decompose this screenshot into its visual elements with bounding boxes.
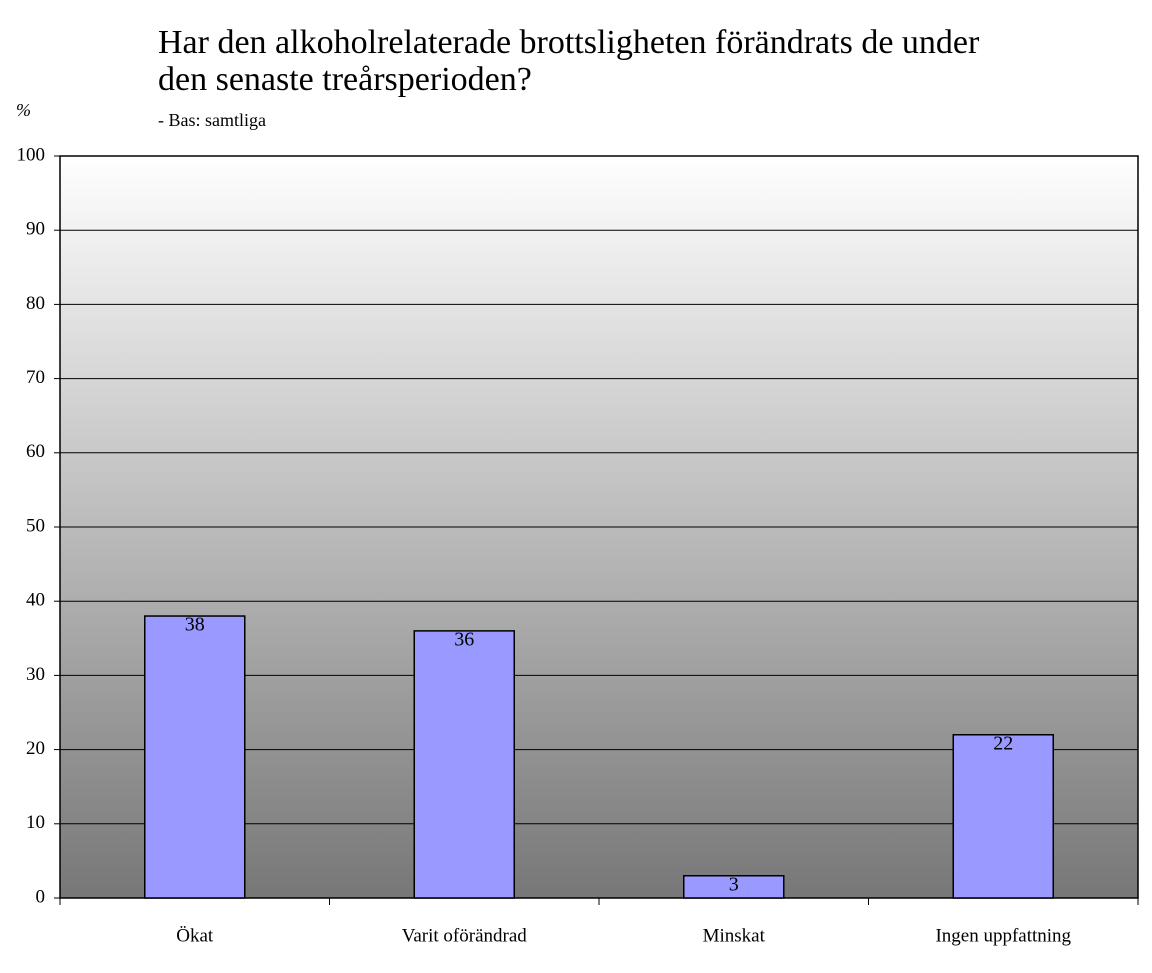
y-tick-label: 100 <box>17 144 46 165</box>
x-tick-label: Varit oförändrad <box>402 925 528 946</box>
y-tick-label: 60 <box>26 441 45 462</box>
y-tick-label: 70 <box>26 367 45 388</box>
y-tick-label: 30 <box>26 664 45 685</box>
y-tick-label: 50 <box>26 515 45 536</box>
bar <box>683 874 785 899</box>
x-tick-label: Ökat <box>176 925 214 946</box>
y-axis-label: % <box>16 100 31 120</box>
y-tick-label: 80 <box>26 293 45 314</box>
y-tick-label: 90 <box>26 219 45 240</box>
data-label: 3 <box>729 873 739 895</box>
chart-subtitle: - Bas: samtliga <box>158 110 266 130</box>
x-tick-label: Minskat <box>703 925 766 946</box>
chart-title: den senaste treårsperioden? <box>158 61 532 98</box>
bar <box>144 615 246 899</box>
y-tick-label: 40 <box>26 590 45 611</box>
data-label: 22 <box>993 732 1013 754</box>
y-tick-label: 0 <box>36 886 46 907</box>
bar <box>413 630 515 899</box>
y-tick-label: 10 <box>26 812 45 833</box>
chart-title: Har den alkoholrelaterade brottsligheten… <box>158 24 980 61</box>
bar <box>952 734 1054 899</box>
data-label: 38 <box>185 614 205 636</box>
data-label: 36 <box>454 628 474 650</box>
x-tick-label: Ingen uppfattning <box>935 925 1071 946</box>
y-tick-label: 20 <box>26 738 45 759</box>
